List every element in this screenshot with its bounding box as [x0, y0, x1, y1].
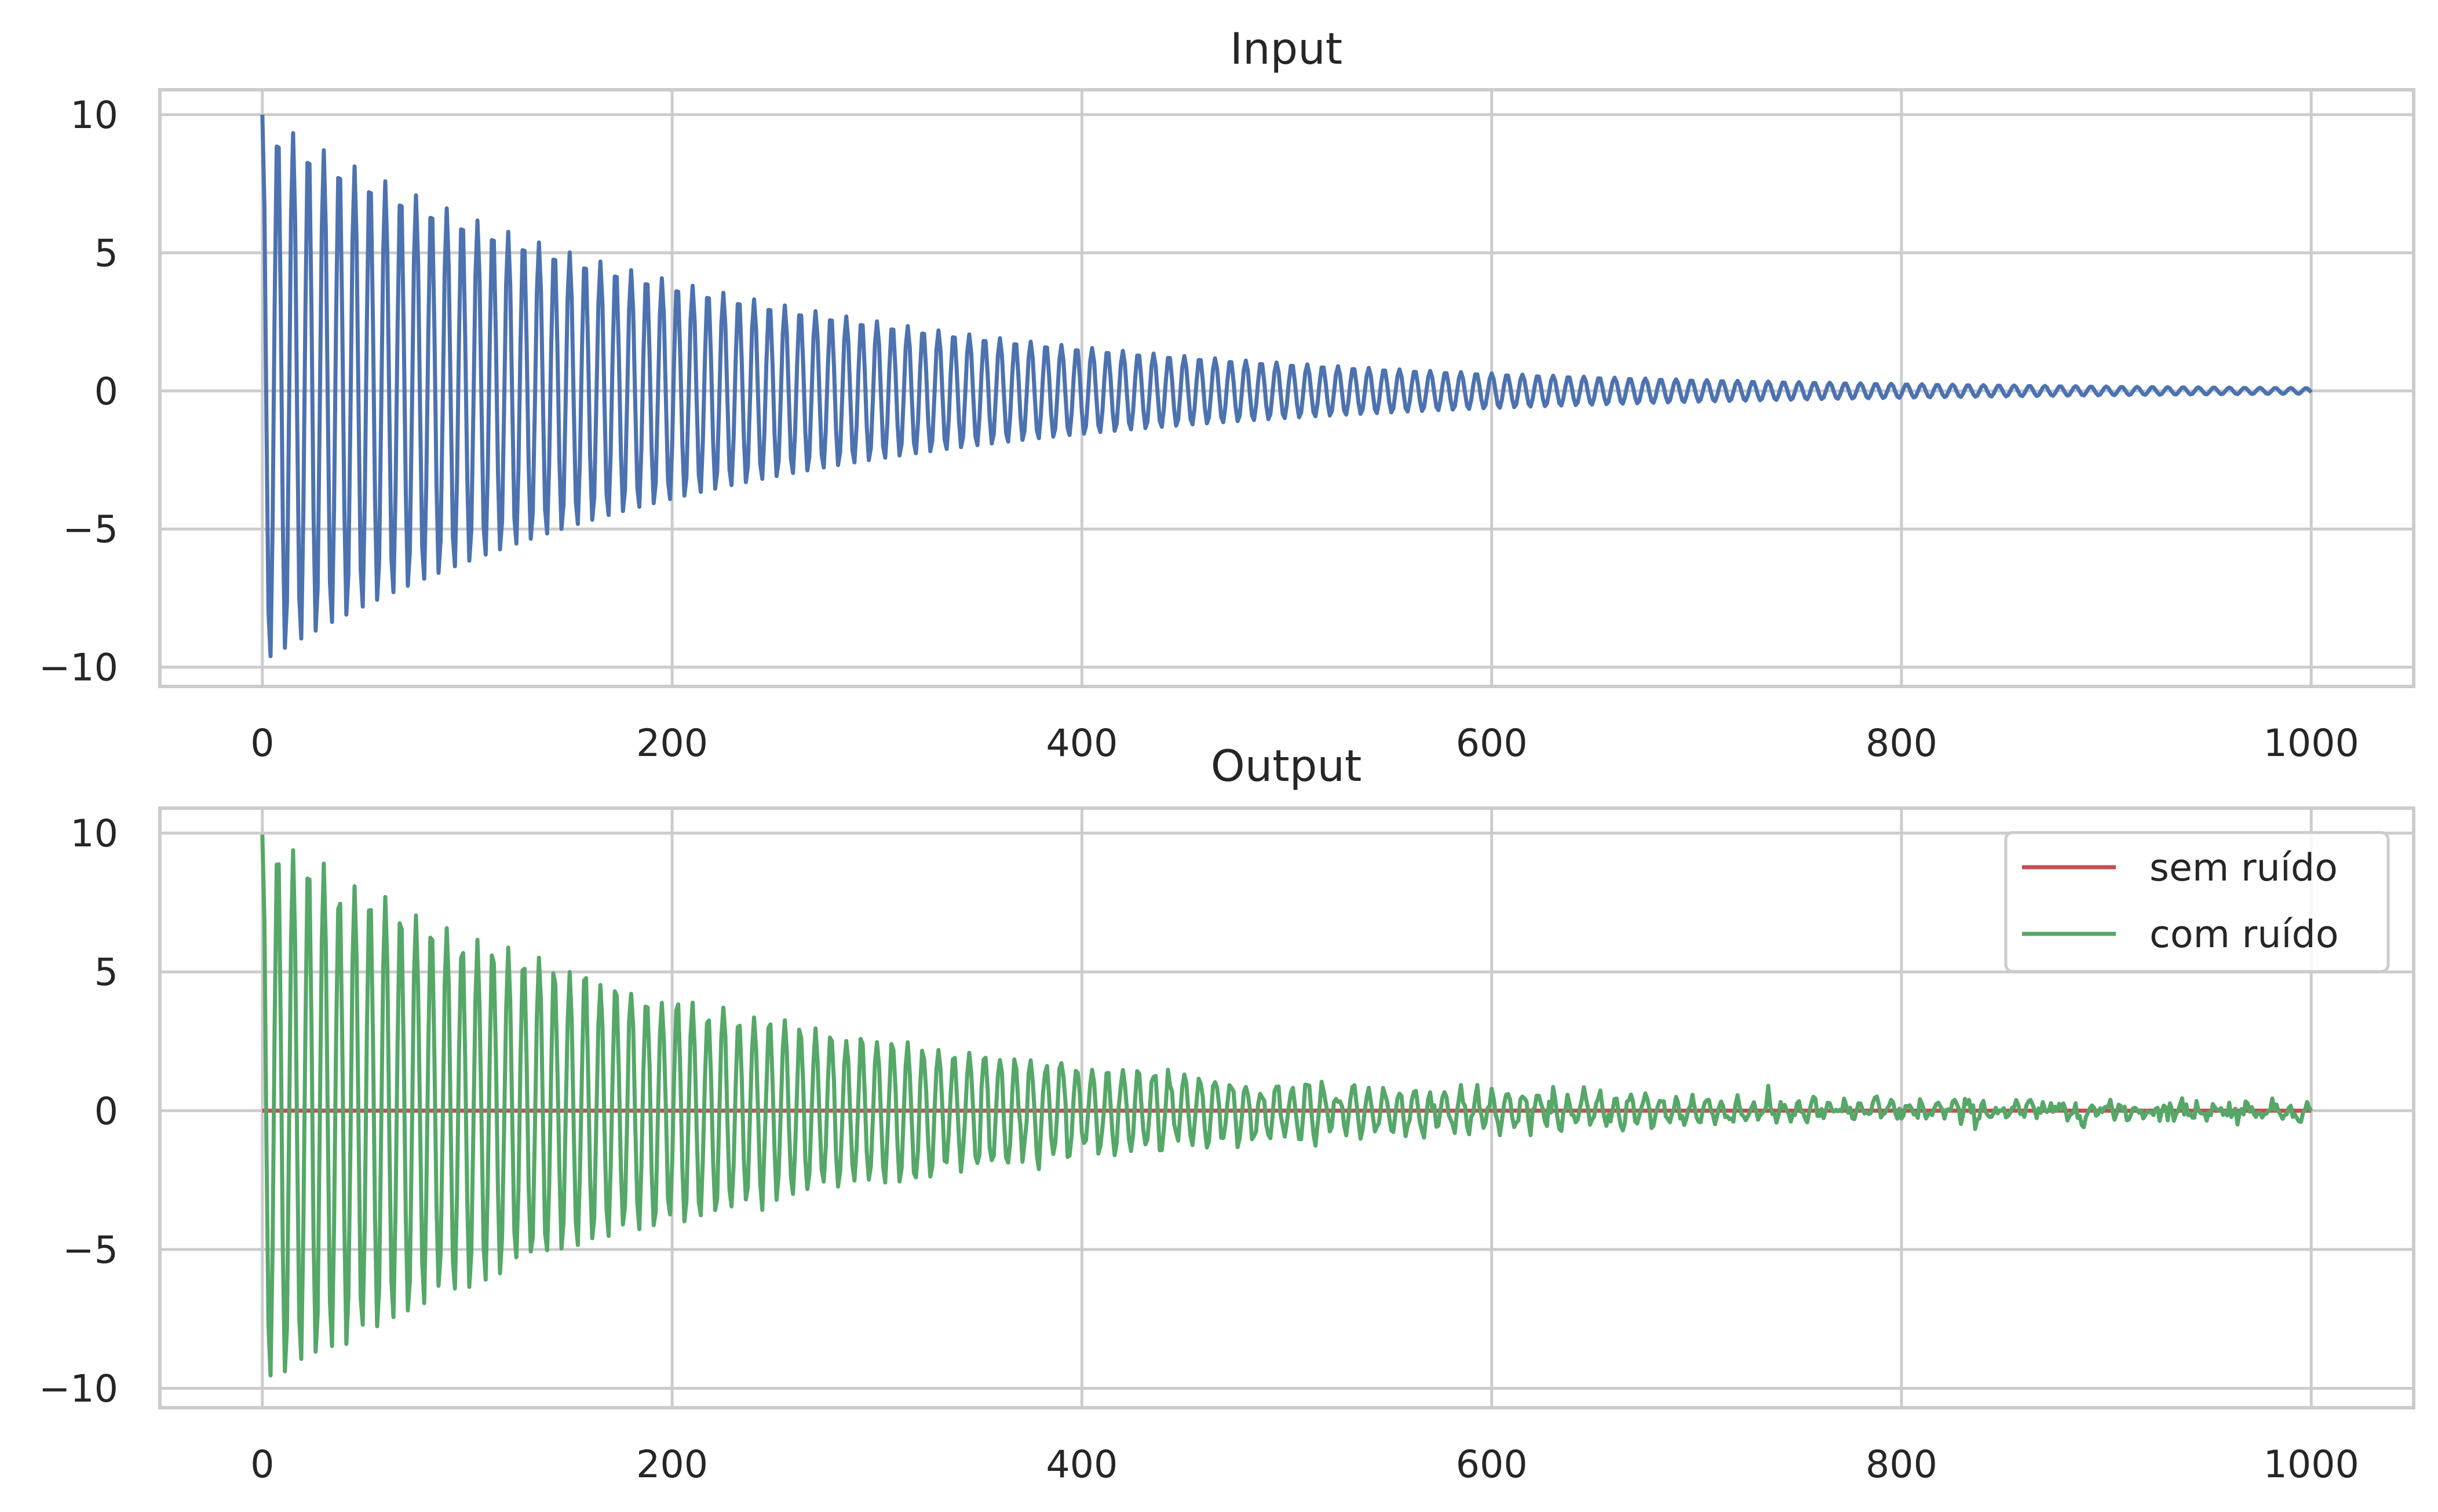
y-tick-label: 5: [94, 232, 118, 275]
y-tick-label: −5: [63, 1229, 118, 1272]
output-title: Output: [1211, 740, 1362, 791]
input-axes-frame: [158, 88, 2415, 688]
input-subplot: Input 0 200 400 600 800 1000 10 5 0 −5 −10: [39, 23, 2415, 765]
x-tick-label: 1000: [2263, 1443, 2359, 1487]
output-series: [260, 834, 2313, 1378]
y-tick-label: −10: [39, 1367, 118, 1411]
input-x-ticks: 0 200 400 600 800 1000: [250, 722, 2359, 765]
input-title: Input: [1230, 23, 1342, 74]
y-tick-label: −5: [63, 508, 118, 552]
y-tick-label: 0: [94, 370, 118, 414]
input-y-ticks: 10 5 0 −5 −10: [39, 94, 118, 690]
input-grid: [160, 90, 2414, 686]
y-tick-label: 0: [94, 1090, 118, 1133]
y-tick-label: 10: [70, 94, 118, 137]
y-tick-label: 10: [70, 812, 118, 856]
x-tick-label: 200: [636, 722, 708, 765]
legend-label-com-ruido: com ruído: [2149, 913, 2339, 956]
y-tick-label: −10: [39, 647, 118, 690]
output-axes-frame: [158, 806, 2415, 1409]
x-tick-label: 800: [1866, 722, 1937, 765]
output-subplot: Output 0 200 400 600 800 1000 10 5 0 −5 −10 sem r…: [39, 740, 2415, 1487]
output-legend: sem ruído com ruído: [2004, 831, 2390, 973]
output-y-ticks: 10 5 0 −5 −10: [39, 812, 118, 1411]
x-tick-label: 600: [1456, 1443, 1528, 1487]
com-ruído-line: [260, 834, 2313, 1378]
y-tick-label: 5: [94, 951, 118, 995]
signal-line: [260, 114, 2313, 659]
legend-label-sem-ruido: sem ruído: [2149, 846, 2338, 890]
x-tick-label: 0: [250, 722, 274, 765]
x-tick-label: 1000: [2263, 722, 2359, 765]
x-tick-label: 200: [636, 1443, 708, 1487]
x-tick-label: 400: [1046, 722, 1118, 765]
x-tick-label: 600: [1456, 722, 1528, 765]
input-series: [260, 114, 2313, 659]
x-tick-label: 400: [1046, 1443, 1118, 1487]
output-x-ticks: 0 200 400 600 800 1000: [250, 1443, 2359, 1487]
x-tick-label: 0: [250, 1443, 274, 1487]
x-tick-label: 800: [1866, 1443, 1937, 1487]
